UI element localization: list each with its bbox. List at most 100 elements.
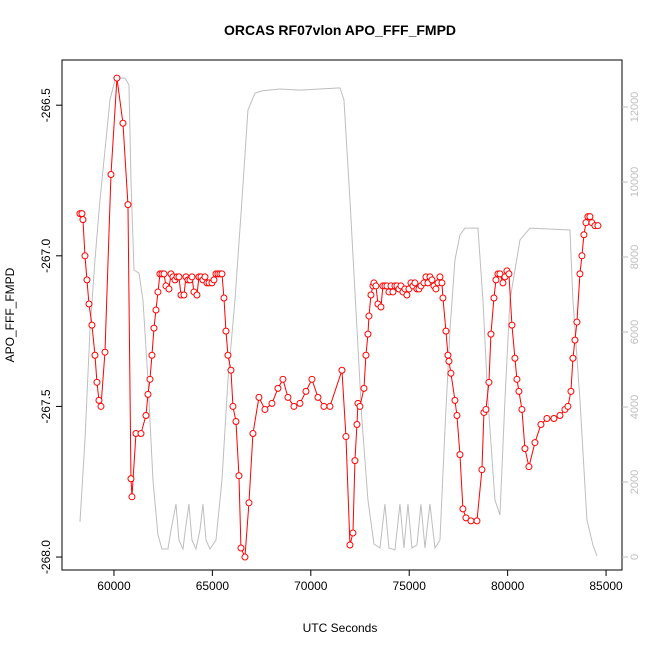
- data-point: [175, 273, 183, 281]
- data-point: [550, 414, 558, 422]
- data-point: [567, 387, 575, 395]
- data-point: [146, 375, 154, 383]
- data-point: [144, 390, 152, 398]
- data-point: [78, 210, 86, 218]
- y2-tick-label: 4000: [629, 395, 641, 419]
- data-point: [447, 369, 455, 377]
- data-point: [290, 402, 298, 410]
- data-point: [274, 384, 282, 392]
- data-point: [499, 279, 507, 287]
- chart-title: ORCAS RF07vlon APO_FFF_FMPD: [224, 22, 456, 38]
- data-point: [467, 517, 475, 525]
- data-point: [367, 291, 375, 299]
- data-point: [150, 324, 158, 332]
- data-point: [525, 463, 533, 471]
- data-point: [320, 402, 328, 410]
- data-point: [296, 399, 304, 407]
- data-point: [586, 213, 594, 221]
- data-point: [485, 378, 493, 386]
- data-point: [364, 330, 372, 338]
- data-point: [403, 291, 411, 299]
- y-tick-label: -267.5: [39, 389, 53, 423]
- data-point: [279, 375, 287, 383]
- data-point: [521, 445, 529, 453]
- data-point: [543, 414, 551, 422]
- y2-tick-label: 2000: [629, 470, 641, 494]
- data-point: [308, 375, 316, 383]
- data-point: [365, 312, 373, 320]
- data-point: [261, 405, 269, 413]
- data-point: [473, 517, 481, 525]
- data-point: [180, 291, 188, 299]
- data-point: [95, 396, 103, 404]
- data-point: [453, 411, 461, 419]
- data-point: [245, 499, 253, 507]
- x-tick-label: 85000: [589, 579, 623, 593]
- data-point: [314, 393, 322, 401]
- data-point: [346, 541, 354, 549]
- data-point: [255, 393, 263, 401]
- data-point: [438, 279, 446, 287]
- data-point: [508, 321, 516, 329]
- data-point: [582, 219, 590, 227]
- data-point: [594, 222, 602, 230]
- x-tick-label: 60000: [97, 579, 131, 593]
- data-point: [496, 270, 504, 278]
- data-point: [268, 399, 276, 407]
- data-point: [478, 466, 486, 474]
- data-point: [372, 282, 380, 290]
- x-axis-label: UTC Seconds: [303, 621, 378, 635]
- data-point: [459, 505, 467, 513]
- data-point: [152, 306, 160, 314]
- data-point: [91, 351, 99, 359]
- y2-tick-label: 10000: [629, 167, 641, 198]
- data-point: [154, 288, 162, 296]
- data-point: [578, 252, 586, 260]
- data-point: [556, 411, 564, 419]
- data-point: [302, 387, 310, 395]
- data-point: [513, 375, 521, 383]
- x-tick-label: 70000: [294, 579, 328, 593]
- y2-tick-label: 12000: [629, 92, 641, 123]
- data-point: [439, 294, 447, 302]
- data-point: [137, 430, 145, 438]
- y2-tick-label: 8000: [629, 245, 641, 269]
- data-point: [165, 285, 173, 293]
- data-point: [85, 300, 93, 308]
- data-point: [241, 553, 249, 561]
- data-point: [160, 270, 168, 278]
- data-point: [101, 348, 109, 356]
- data-point: [490, 294, 498, 302]
- data-point: [576, 270, 584, 278]
- data-point: [119, 119, 127, 127]
- x-tick-label: 65000: [196, 579, 230, 593]
- data-point: [492, 276, 500, 284]
- data-point: [428, 276, 436, 284]
- data-point: [436, 273, 444, 281]
- data-point: [79, 216, 87, 224]
- data-point: [220, 294, 228, 302]
- data-point: [515, 387, 523, 395]
- data-point: [124, 201, 132, 209]
- data-point: [227, 366, 235, 374]
- data-point: [518, 405, 526, 413]
- data-point: [580, 231, 588, 239]
- data-point: [353, 421, 361, 429]
- data-point: [97, 402, 105, 410]
- data-point: [482, 405, 490, 413]
- y2-tick-label: 6000: [629, 320, 641, 344]
- y-axis-label: APO_FFF_FMPD: [3, 267, 17, 362]
- data-point: [487, 330, 495, 338]
- data-point: [444, 351, 452, 359]
- y-tick-label: -268.0: [39, 540, 53, 574]
- data-point: [511, 354, 519, 362]
- data-point: [389, 288, 397, 296]
- data-point: [229, 402, 237, 410]
- data-point: [218, 270, 226, 278]
- y-tick-label: -266.5: [39, 88, 53, 122]
- data-point: [249, 430, 257, 438]
- data-point: [349, 529, 357, 537]
- data-point: [201, 273, 209, 281]
